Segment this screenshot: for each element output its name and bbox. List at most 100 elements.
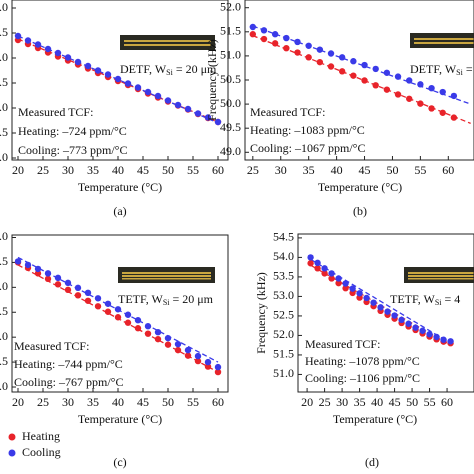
- x-tick-label: 35: [354, 395, 366, 409]
- data-point: [450, 92, 458, 100]
- data-point: [154, 335, 162, 343]
- data-point: [64, 54, 72, 61]
- y-tick-label: 49.0: [0, 150, 8, 164]
- data-point: [433, 333, 440, 341]
- tcf-text: Cooling: –1067 ppm/°C: [250, 141, 365, 155]
- data-point: [440, 336, 447, 343]
- tcf-text: Measured TCF:: [18, 105, 93, 119]
- data-point: [164, 341, 172, 348]
- device-label: TETF, WSi = 4: [390, 292, 460, 307]
- data-point: [328, 270, 335, 277]
- data-point: [294, 38, 301, 46]
- data-point: [124, 311, 132, 318]
- data-point: [305, 42, 312, 49]
- data-point: [54, 274, 62, 282]
- x-tick-label: 20: [12, 163, 24, 177]
- x-tick-label: 40: [331, 163, 343, 177]
- data-point: [305, 54, 312, 61]
- device-name: DETF, W: [410, 62, 457, 76]
- legend-marker: [8, 449, 16, 457]
- data-point: [428, 105, 435, 112]
- data-point: [372, 65, 379, 73]
- data-point: [74, 58, 82, 66]
- data-point: [406, 95, 413, 102]
- data-point: [249, 23, 257, 31]
- data-point: [54, 281, 62, 288]
- device-name: TETF, W: [390, 292, 435, 306]
- data-point: [44, 275, 52, 283]
- data-point: [321, 265, 328, 272]
- data-point: [383, 69, 391, 76]
- data-point: [14, 258, 22, 265]
- y-axis-label: Frequency (kHz): [205, 39, 219, 121]
- tcf-text: Heating: –744 ppm/°C: [14, 357, 123, 371]
- data-point: [398, 316, 405, 324]
- data-point: [164, 97, 172, 104]
- data-point: [134, 84, 142, 91]
- data-point: [14, 32, 22, 40]
- plot-frame: [11, 0, 229, 161]
- tcf-text: Measured TCF:: [14, 339, 89, 353]
- data-point: [144, 330, 152, 337]
- data-point: [372, 82, 379, 89]
- data-point: [94, 295, 102, 302]
- data-point: [64, 279, 72, 287]
- data-point: [361, 77, 368, 84]
- y-tick-label: 50.5: [220, 72, 241, 86]
- data-point: [194, 357, 202, 365]
- data-point: [174, 340, 182, 348]
- data-point: [260, 35, 268, 43]
- data-point: [34, 265, 42, 273]
- plot-frame: [244, 0, 474, 161]
- device-label: TETF, WSi = 20 μm: [118, 292, 214, 307]
- data-point: [134, 325, 142, 332]
- y-tick-label: 49.0: [220, 144, 241, 158]
- x-tick-label: 20: [12, 395, 24, 409]
- x-tick-label: 30: [62, 395, 74, 409]
- data-point: [64, 286, 72, 294]
- data-point: [412, 324, 419, 331]
- device-name: DETF, W: [120, 62, 167, 76]
- y-tick-label: 52.0: [273, 327, 294, 341]
- device-subscript: Si: [456, 68, 463, 77]
- data-point: [383, 86, 391, 93]
- data-point: [271, 31, 279, 38]
- data-point: [335, 279, 342, 287]
- tcf-text: Measured TCF:: [250, 105, 325, 119]
- y-tick-label: 52.0: [0, 0, 8, 14]
- data-point: [327, 63, 335, 70]
- data-point: [114, 75, 122, 83]
- legend-label: Cooling: [22, 445, 61, 459]
- data-point: [249, 31, 257, 38]
- data-point: [134, 317, 142, 324]
- device-width: = 20 μm: [173, 62, 217, 76]
- x-tick-label: 60: [212, 395, 224, 409]
- plot-area: [14, 256, 222, 376]
- x-tick-label: 55: [187, 163, 199, 177]
- y-tick-label: 51.0: [220, 48, 241, 62]
- data-point: [271, 40, 279, 47]
- tcf-text: Heating: –1083 ppm/°C: [250, 123, 365, 137]
- y-tick-label: 49.5: [220, 120, 241, 134]
- y-tick-label: 53.5: [273, 269, 294, 283]
- data-point: [44, 270, 52, 277]
- data-point: [24, 37, 32, 44]
- y-tick-label: 49.0: [0, 379, 8, 393]
- data-point: [24, 261, 32, 269]
- data-point: [428, 84, 435, 92]
- x-tick-label: 35: [87, 395, 99, 409]
- x-axis-label: Temperature (°C): [78, 412, 162, 426]
- tcf-text: Heating: –1078 ppm/°C: [305, 354, 420, 368]
- device-subscript: Si: [166, 68, 173, 77]
- data-point: [94, 67, 102, 74]
- data-point: [342, 280, 349, 287]
- data-point: [314, 265, 321, 272]
- data-point: [327, 50, 335, 57]
- tcf-text: Cooling: –773 ppm/°C: [18, 143, 127, 157]
- y-tick-label: 51.0: [0, 50, 8, 64]
- data-point: [450, 114, 458, 121]
- data-point: [394, 91, 402, 98]
- y-tick-label: 52.0: [0, 229, 8, 243]
- data-point: [174, 101, 182, 109]
- data-point: [54, 49, 62, 57]
